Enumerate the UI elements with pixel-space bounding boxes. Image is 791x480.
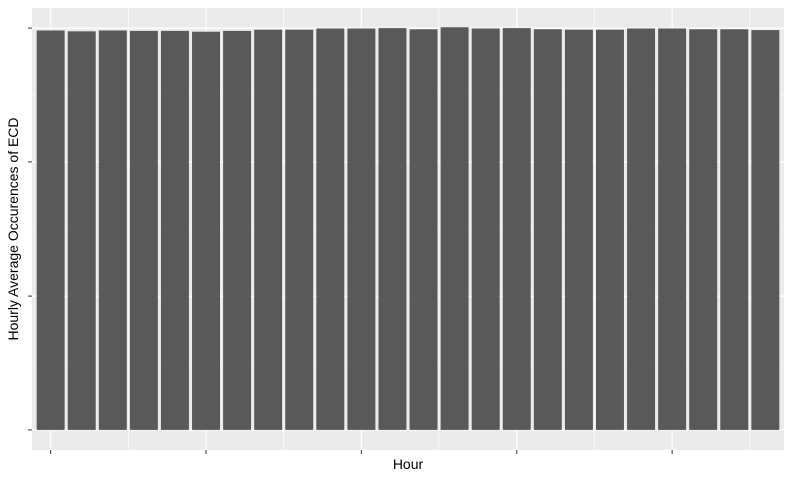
bar-hour-10 [347,28,376,430]
bar-hour-9 [316,28,345,430]
bar-hour-22 [720,29,749,430]
x-axis-title: Hour [393,456,424,472]
bar-hour-1 [67,31,96,430]
bar-hour-3 [129,30,158,430]
bar-hour-16 [533,29,562,430]
bar-hour-19 [627,28,656,430]
bar-hour-11 [378,28,407,430]
bar-hour-18 [596,29,624,430]
bar-series [36,27,780,430]
bar-hour-15 [502,28,531,430]
x-axis-ticks [50,450,673,454]
bar-hour-7 [254,29,283,430]
y-axis-title: Hourly Average Occurences of ECD [5,117,21,340]
bar-hour-0 [36,30,65,430]
bar-hour-2 [98,30,127,430]
bar-hour-8 [285,29,314,430]
bar-hour-23 [751,30,780,430]
bar-hour-5 [192,31,220,430]
bar-hour-14 [471,28,500,430]
bar-hour-6 [223,30,252,430]
bar-hour-17 [564,29,593,430]
y-axis-ticks [28,27,32,431]
bar-hour-21 [689,29,718,430]
bar-hour-12 [409,29,438,430]
bar-hour-4 [160,30,189,430]
bar-hour-20 [658,28,687,430]
bar-hour-13 [440,27,469,430]
